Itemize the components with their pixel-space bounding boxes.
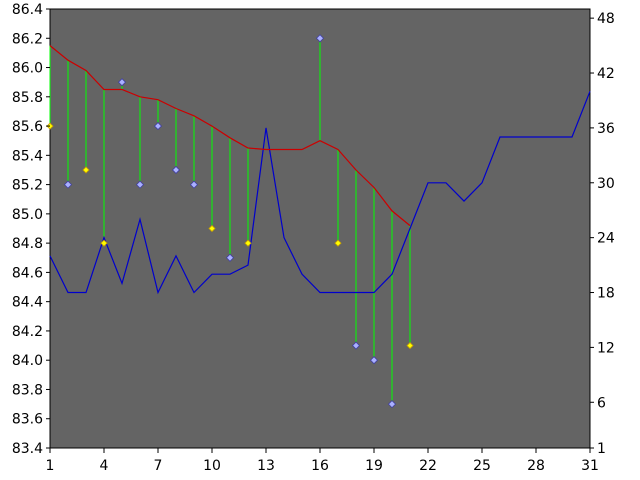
y-left-tick-label: 84.4 — [12, 295, 43, 311]
y-right-tick-label: 30 — [597, 176, 615, 192]
blue-marker — [189, 180, 199, 189]
blue-marker — [387, 400, 397, 409]
blue-marker — [369, 356, 379, 365]
y-right-tick-label: 18 — [597, 286, 615, 302]
y-left-tick-label: 84.6 — [12, 265, 43, 281]
y-right-tick-label: 12 — [597, 340, 615, 356]
x-tick-label: 28 — [527, 458, 545, 474]
y-right-tick-label: 24 — [597, 231, 615, 247]
axes: 1 4 7 10 13 16 19 22 25 28 3183.483.683.884.084.28… — [12, 2, 615, 474]
x-tick-label: 10 — [203, 458, 221, 474]
x-tick-label: 1 — [46, 458, 55, 474]
x-tick-label: 19 — [365, 458, 383, 474]
blue-marker — [63, 180, 73, 189]
y-left-tick-label: 85.4 — [12, 148, 43, 164]
y-right-tick-label: 6 — [597, 395, 606, 411]
x-tick-label: 22 — [419, 458, 437, 474]
yellow-marker — [406, 342, 414, 350]
y-left-tick-label: 83.6 — [12, 412, 43, 428]
x-tick-label: 13 — [257, 458, 275, 474]
series-lines — [49, 45, 591, 295]
x-tick-label: 31 — [581, 458, 599, 474]
blue-marker — [171, 165, 181, 175]
yellow-marker — [244, 239, 252, 247]
y-left-tick-label: 85.8 — [12, 90, 43, 106]
y-left-tick-label: 84.2 — [12, 324, 43, 340]
y-left-tick-label: 85.0 — [12, 207, 43, 223]
blue-series-line — [49, 91, 591, 295]
y-left-tick-label: 86.2 — [12, 31, 43, 47]
yellow-marker — [208, 224, 216, 233]
y-right-tick-label: 42 — [597, 66, 615, 82]
y-left-tick-label: 86.4 — [12, 2, 43, 18]
yellow-marker — [334, 239, 342, 247]
y-left-tick-label: 84.0 — [12, 353, 43, 369]
yellow-marker — [100, 239, 108, 247]
y-right-tick-label: 36 — [597, 121, 615, 137]
red-series-line — [49, 45, 411, 227]
y-left-tick-label: 85.6 — [12, 119, 43, 135]
blue-marker — [225, 253, 235, 262]
connector-lines — [49, 38, 411, 405]
y-right-tick-label: 1 — [597, 441, 606, 457]
y-left-tick-label: 83.4 — [12, 441, 43, 457]
blue-marker — [117, 78, 127, 87]
blue-marker — [153, 122, 163, 131]
y-left-tick-label: 84.8 — [12, 236, 43, 252]
blue-marker — [315, 34, 325, 43]
yellow-marker — [82, 166, 90, 174]
y-right-tick-label: 48 — [597, 11, 615, 27]
x-tick-label: 16 — [311, 458, 329, 474]
blue-marker — [135, 180, 145, 189]
x-tick-label: 7 — [154, 458, 163, 474]
y-left-tick-label: 83.8 — [12, 382, 43, 398]
x-tick-label: 25 — [473, 458, 491, 474]
y-left-tick-label: 86.0 — [12, 61, 43, 77]
blue-marker — [351, 341, 361, 350]
y-left-tick-label: 85.2 — [12, 178, 43, 194]
x-tick-label: 4 — [100, 458, 109, 474]
